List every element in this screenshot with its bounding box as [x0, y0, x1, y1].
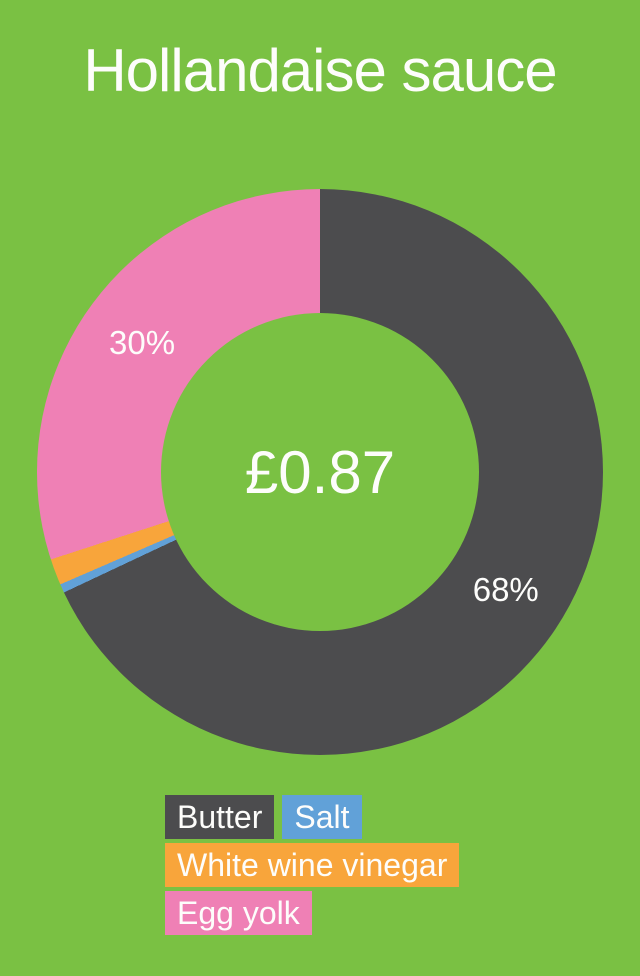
legend-item-white-wine-vinegar: White wine vinegar [165, 843, 460, 887]
legend-item-egg-yolk: Egg yolk [165, 891, 312, 935]
legend-item-butter: Butter [165, 795, 275, 839]
legend: Butter Salt White wine vinegar Egg yolk [165, 795, 487, 935]
total-cost-label: £0.87 [244, 438, 396, 506]
slice-label-butter: 68% [472, 570, 539, 608]
slice-label-egg-yolk: 30% [108, 323, 176, 361]
donut-hole: £0.87 [161, 313, 479, 631]
legend-item-salt: Salt [282, 795, 362, 839]
page-title: Hollandaise sauce [83, 37, 557, 104]
